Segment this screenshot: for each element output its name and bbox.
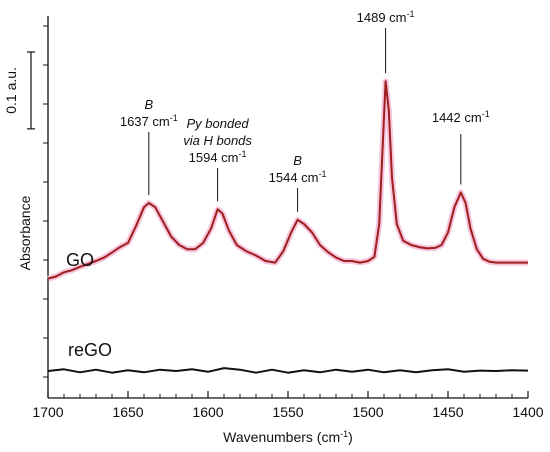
x-tick-label: 1600 [192, 404, 223, 420]
annotation-label: 1489 cm-1 [357, 9, 415, 25]
scale-bar-label: 0.1 a.u. [3, 67, 19, 114]
x-tick-label: 1700 [32, 404, 63, 420]
x-tick-label: 1450 [432, 404, 463, 420]
x-tick-label: 1500 [352, 404, 383, 420]
axes: 1700 1650 1600 1550 1500 1450 1400 Wavenumbers … [17, 16, 544, 445]
series-group [47, 78, 529, 374]
annotation-label: 1637 cm-1 [120, 113, 178, 129]
annotation-label: 1594 cm-1 [189, 149, 247, 165]
annotation-label: 1442 cm-1 [432, 109, 490, 125]
series-label-rego: reGO [68, 340, 112, 360]
annotation-label-line: via H bonds [183, 133, 252, 148]
annotation-label-line: Py bonded [187, 116, 250, 131]
x-tick-label: 1650 [112, 404, 143, 420]
annotation-label: 1544 cm-1 [269, 169, 327, 185]
labels: GO reGO [66, 250, 112, 360]
x-axis-title: Wavenumbers (cm-1) [223, 429, 353, 445]
x-tick-label: 1550 [272, 404, 303, 420]
series-go-line [47, 80, 528, 280]
annotation-label-top: B [293, 153, 302, 168]
annotation-label-top: B [144, 97, 153, 112]
y-axis-title: Absorbance [17, 195, 33, 270]
series-label-go: GO [66, 250, 94, 270]
series-rego-line [47, 367, 529, 374]
scale-bar: 0.1 a.u. [3, 51, 35, 130]
x-tick-label: 1400 [512, 404, 543, 420]
